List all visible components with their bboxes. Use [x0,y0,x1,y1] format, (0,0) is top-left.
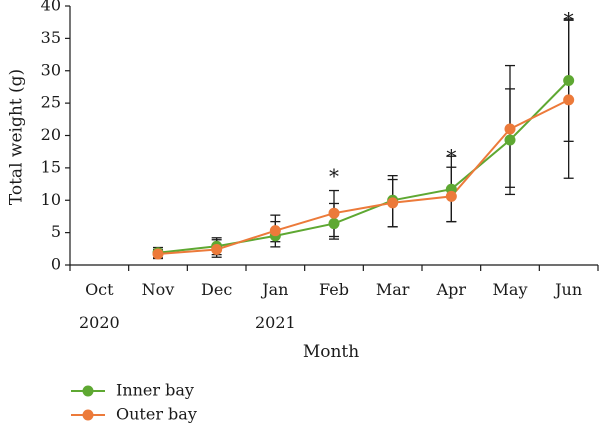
significance-marker: * [564,7,574,31]
x-tick-label: Mar [376,280,410,299]
series-line-0 [157,79,570,254]
y-tick-label: 25 [41,93,61,112]
y-tick-label: 10 [41,190,61,209]
y-tick-labels: 0 5 10 15 20 25 30 35 40 [41,0,70,274]
significance-marker: * [329,164,339,188]
y-tick-label: 40 [41,0,61,15]
x-tick-label: Feb [319,280,349,299]
legend-label: Outer bay [116,405,197,424]
data-point-series-1 [211,243,223,255]
data-point-series-0 [563,74,575,86]
x-axis-title: Month [303,342,359,362]
y-tick-label: 5 [51,222,61,241]
legend-swatch-marker [82,409,94,421]
x-tick-label: Nov [142,280,175,299]
data-point-series-1 [328,207,340,219]
x-tick-labels: Oct Nov Dec Jan Feb Mar Apr May Jun 2020 2021 [69,265,599,332]
y-tick-label: 30 [41,60,61,79]
significance-marker: * [446,145,456,169]
series-points [152,74,575,260]
y-tick-label: 15 [41,157,61,176]
data-point-series-1 [504,123,516,135]
data-point-series-1 [563,94,575,106]
legend-swatch-marker [82,385,94,397]
data-point-series-1 [269,225,281,237]
legend-label: Inner bay [116,381,194,400]
data-point-series-1 [387,197,399,209]
x-tick-label: Apr [436,280,467,299]
x-year-label: 2021 [255,313,296,332]
x-tick-label: Jun [553,280,582,299]
y-tick-label: 20 [41,125,61,144]
y-tick-label: 35 [41,28,61,47]
series-line-1 [157,99,570,255]
x-tick-label: May [493,280,528,299]
y-tick-label: 0 [51,255,61,274]
x-tick-label: Jan [260,280,288,299]
data-point-series-1 [445,190,457,202]
series-lines [157,79,570,255]
y-axis-title: Total weight (g) [7,69,27,205]
data-point-series-0 [504,134,516,146]
x-tick-label: Dec [201,280,232,299]
x-tick-label: Oct [85,280,114,299]
legend: Inner bay Outer bay [71,381,197,424]
significance-markers: * * * [329,7,574,188]
data-point-series-0 [328,218,340,230]
x-year-label: 2020 [79,313,120,332]
data-point-series-1 [152,248,164,260]
